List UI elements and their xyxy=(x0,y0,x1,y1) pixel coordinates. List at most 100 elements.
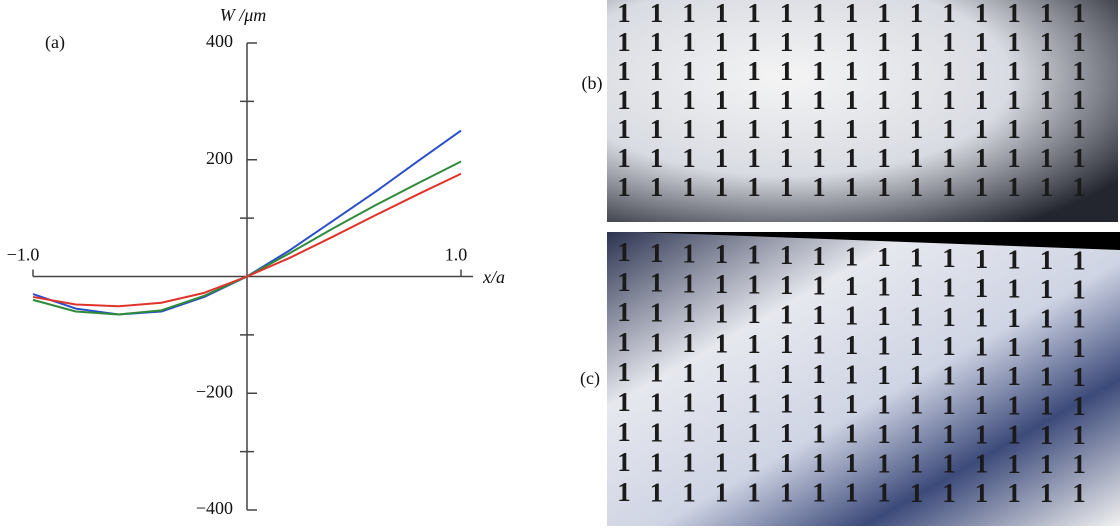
photo-glyph: 1 xyxy=(812,56,826,86)
photo-glyph: 1 xyxy=(910,478,924,508)
photo-glyph: 1 xyxy=(910,448,924,478)
photo-glyph: 1 xyxy=(975,273,989,303)
photo-glyph: 1 xyxy=(942,0,956,28)
photo-glyph: 1 xyxy=(942,478,956,508)
photo-glyph: 1 xyxy=(1040,303,1054,333)
photo-glyph: 1 xyxy=(1040,274,1054,304)
photo-glyph: 1 xyxy=(650,172,664,202)
photo-glyph: 1 xyxy=(1040,478,1054,508)
photo-glyph: 1 xyxy=(812,448,826,478)
photo-glyph: 1 xyxy=(942,302,956,332)
photo-glyph: 1 xyxy=(617,237,631,267)
photo-glyph: 1 xyxy=(845,27,859,57)
photo-glyph: 1 xyxy=(715,56,729,86)
photo-glyph: 1 xyxy=(747,418,761,448)
photo-glyph: 1 xyxy=(1040,449,1054,479)
photo-glyph: 1 xyxy=(715,448,729,478)
panel-label: (b) xyxy=(582,73,603,94)
photo-glyph: 1 xyxy=(845,172,859,202)
photo-glyph: 1 xyxy=(975,332,989,362)
x-axis-label: x/a xyxy=(482,267,505,287)
photo-glyph: 1 xyxy=(650,417,664,447)
photo-glyph: 1 xyxy=(1040,143,1054,173)
photo-glyph: 1 xyxy=(1007,478,1021,508)
photo-glyph: 1 xyxy=(682,238,696,268)
photo-glyph: 1 xyxy=(877,419,891,449)
photo-glyph: 1 xyxy=(877,27,891,57)
photo-glyph: 1 xyxy=(682,358,696,388)
photo-glyph: 1 xyxy=(1007,332,1021,362)
photo-glyph: 1 xyxy=(877,114,891,144)
photo-glyph: 1 xyxy=(1072,246,1086,276)
photo-glyph: 1 xyxy=(910,272,924,302)
photo-glyph: 1 xyxy=(845,85,859,115)
photo-glyph: 1 xyxy=(910,243,924,273)
x-tick-label: 1.0 xyxy=(445,245,468,265)
photo-glyph: 1 xyxy=(975,449,989,479)
photo-glyph: 1 xyxy=(877,478,891,508)
photo-glyph: 1 xyxy=(1072,478,1086,508)
photo-glyph: 1 xyxy=(1072,114,1086,144)
photo-glyph: 1 xyxy=(682,268,696,298)
photo-glyph: 1 xyxy=(845,448,859,478)
photo-glyph: 1 xyxy=(1007,274,1021,304)
photo-glyph: 1 xyxy=(780,418,794,448)
photo-glyph: 1 xyxy=(780,270,794,300)
photo-glyph: 1 xyxy=(877,172,891,202)
photo-glyph: 1 xyxy=(910,0,924,28)
photo-glyph: 1 xyxy=(747,85,761,115)
y-tick-label: 200 xyxy=(206,148,233,168)
photo-glyph: 1 xyxy=(975,0,989,28)
photo-glyph: 1 xyxy=(1072,391,1086,421)
photo-glyph: 1 xyxy=(1040,0,1054,28)
photo-glyph: 1 xyxy=(1040,85,1054,115)
photo-glyph: 1 xyxy=(780,143,794,173)
photo-glyph: 1 xyxy=(1007,244,1021,274)
photo-glyph: 1 xyxy=(812,300,826,330)
photo-glyph: 1 xyxy=(1007,390,1021,420)
photo-glyph: 1 xyxy=(650,238,664,268)
photo-glyph: 1 xyxy=(877,330,891,360)
photo-glyph: 1 xyxy=(780,27,794,57)
photo-glyph: 1 xyxy=(780,56,794,86)
photo-glyph: 1 xyxy=(942,243,956,273)
photo-glyph: 1 xyxy=(682,172,696,202)
photo-glyph: 1 xyxy=(715,269,729,299)
photo-glyph: 1 xyxy=(650,387,664,417)
photo-glyph: 1 xyxy=(1072,0,1086,28)
photo-glyph: 1 xyxy=(1040,114,1054,144)
photo-glyph: 1 xyxy=(682,447,696,477)
photo-glyph: 1 xyxy=(845,114,859,144)
photo-glyph: 1 xyxy=(780,240,794,270)
photo-glyph: 1 xyxy=(1040,245,1054,275)
photo-glyph: 1 xyxy=(780,172,794,202)
photo-glyph: 1 xyxy=(682,114,696,144)
photo-b xyxy=(607,0,1118,222)
photo-glyph: 1 xyxy=(975,361,989,391)
photo-glyph: 1 xyxy=(942,172,956,202)
photo-glyph: 1 xyxy=(942,390,956,420)
photo-glyph: 1 xyxy=(812,85,826,115)
photo-glyph: 1 xyxy=(975,172,989,202)
photo-glyph: 1 xyxy=(1072,333,1086,363)
photo-glyph: 1 xyxy=(780,85,794,115)
photo-glyph: 1 xyxy=(910,114,924,144)
photo-glyph: 1 xyxy=(845,360,859,390)
photo-glyph: 1 xyxy=(1007,303,1021,333)
photo-glyph: 1 xyxy=(975,114,989,144)
photo-glyph: 1 xyxy=(682,56,696,86)
photo-glyph: 1 xyxy=(780,359,794,389)
y-axis-label: W /μm xyxy=(220,5,267,25)
photo-glyph: 1 xyxy=(1007,114,1021,144)
photo-glyph: 1 xyxy=(747,329,761,359)
photo-glyph: 1 xyxy=(780,0,794,28)
photo-glyph: 1 xyxy=(975,85,989,115)
photo-glyph: 1 xyxy=(942,56,956,86)
photo-glyph: 1 xyxy=(1040,332,1054,362)
photo-glyph: 1 xyxy=(1007,0,1021,28)
photo-glyph: 1 xyxy=(650,85,664,115)
photo-glyph: 1 xyxy=(845,143,859,173)
photo-glyph: 1 xyxy=(682,328,696,358)
photo-glyph: 1 xyxy=(617,357,631,387)
photo-glyph: 1 xyxy=(1072,275,1086,305)
